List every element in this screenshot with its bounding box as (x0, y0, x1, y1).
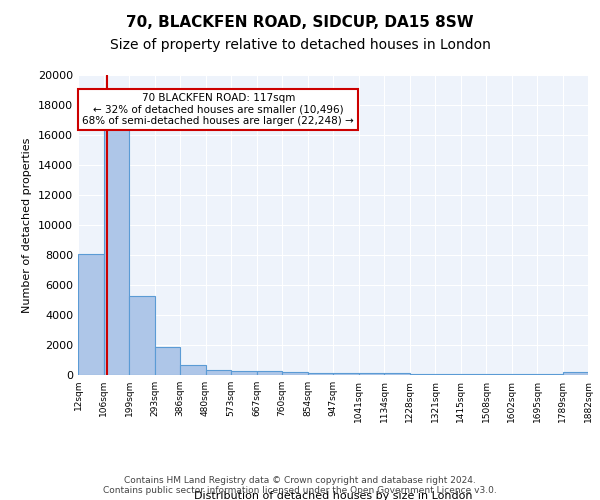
Bar (308, 373, 333, 375)
Bar (180, 364, 205, 375)
Bar (511, 374, 537, 375)
Bar (129, 296, 155, 375)
Bar (435, 374, 461, 375)
Bar (461, 374, 486, 375)
Text: 70, BLACKFEN ROAD, SIDCUP, DA15 8SW: 70, BLACKFEN ROAD, SIDCUP, DA15 8SW (126, 15, 474, 30)
Text: Size of property relative to detached houses in London: Size of property relative to detached ho… (110, 38, 490, 52)
Bar (486, 374, 511, 375)
Bar (409, 374, 435, 375)
Bar (104, 126, 129, 375)
Bar (384, 374, 409, 375)
Text: 70 BLACKFEN ROAD: 117sqm
← 32% of detached houses are smaller (10,496)
68% of se: 70 BLACKFEN ROAD: 117sqm ← 32% of detach… (82, 93, 354, 126)
Bar (231, 370, 257, 375)
X-axis label: Distribution of detached houses by size in London: Distribution of detached houses by size … (194, 492, 472, 500)
Bar (359, 373, 384, 375)
Bar (78, 254, 104, 375)
Bar (155, 347, 180, 375)
Bar (257, 372, 282, 375)
Text: Contains HM Land Registry data © Crown copyright and database right 2024.
Contai: Contains HM Land Registry data © Crown c… (103, 476, 497, 495)
Bar (282, 372, 308, 375)
Bar (333, 373, 359, 375)
Bar (563, 372, 588, 375)
Bar (537, 374, 563, 375)
Bar (205, 370, 231, 375)
Y-axis label: Number of detached properties: Number of detached properties (22, 138, 32, 312)
